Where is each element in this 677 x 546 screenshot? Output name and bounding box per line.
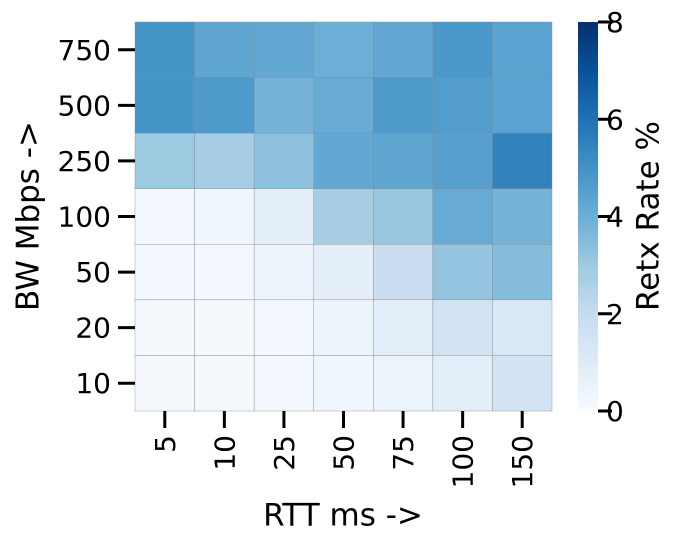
heatmap-cell (492, 299, 553, 356)
heatmap-cell (492, 21, 553, 78)
heatmap-cell (134, 132, 195, 189)
heatmap-cell (313, 355, 374, 412)
heatmap-cell (194, 77, 255, 134)
colorbar-tick-label: 4 (606, 201, 624, 234)
heatmap-cell (194, 132, 255, 189)
heatmap-cell (373, 355, 434, 412)
heatmap-cell (432, 77, 493, 134)
heatmap-cell (313, 188, 374, 245)
y-tick-label: 250 (58, 145, 111, 178)
heatmap-cell (253, 132, 314, 189)
heatmap-cell (492, 355, 553, 412)
x-tick-label: 150 (506, 435, 539, 488)
heatmap-cell (134, 188, 195, 245)
heatmap-cell (134, 77, 195, 134)
colorbar (578, 22, 598, 411)
heatmap-cell (432, 188, 493, 245)
heatmap-cell (313, 244, 374, 301)
colorbar-tick-label: 8 (606, 6, 624, 39)
x-tick-label: 25 (268, 435, 301, 471)
heatmap-cell (194, 244, 255, 301)
heatmap-cell (313, 299, 374, 356)
heatmap-cell (313, 77, 374, 134)
heatmap-cell (194, 21, 255, 78)
y-axis-title: BW Mbps -> (11, 121, 47, 311)
heatmap-cell (373, 77, 434, 134)
heatmap-cell (492, 77, 553, 134)
heatmap-cell (253, 244, 314, 301)
heatmap-cell (492, 188, 553, 245)
x-tick-label: 75 (387, 435, 420, 471)
y-tick-label: 10 (75, 367, 111, 400)
heatmap-cell (313, 21, 374, 78)
heatmap-cell (253, 77, 314, 134)
heatmap-cell (432, 355, 493, 412)
colorbar-title: Retx Rate % (631, 121, 667, 311)
y-tick-label: 20 (75, 312, 111, 345)
heatmap-cell (253, 355, 314, 412)
heatmap-cell (313, 132, 374, 189)
heatmap-cell (134, 299, 195, 356)
heatmap-cell (432, 132, 493, 189)
heatmap-cell (432, 21, 493, 78)
x-tick-label: 10 (208, 435, 241, 471)
heatmap-cell (373, 132, 434, 189)
y-tick-label: 50 (75, 256, 111, 289)
heatmap-cell (373, 244, 434, 301)
colorbar-tick-label: 2 (606, 298, 624, 331)
heatmap-cell (134, 21, 195, 78)
heatmap-cell (253, 299, 314, 356)
heatmap-cell (432, 299, 493, 356)
heatmap-cell (253, 188, 314, 245)
colorbar-tick-label: 0 (606, 395, 624, 428)
heatmap-cell (134, 244, 195, 301)
heatmap-cell (492, 244, 553, 301)
colorbar-tick-label: 6 (606, 103, 624, 136)
y-tick-label: 100 (58, 201, 111, 234)
heatmap-cell (373, 299, 434, 356)
x-tick-label: 5 (149, 435, 182, 453)
heatmap-cell (194, 355, 255, 412)
heatmap-cell (253, 21, 314, 78)
x-tick-label: 50 (328, 435, 361, 471)
y-tick-label: 500 (58, 89, 111, 122)
heatmap-cell (373, 21, 434, 78)
x-tick-label: 100 (447, 435, 480, 488)
heatmap-cell (134, 355, 195, 412)
y-tick-label: 750 (58, 34, 111, 67)
heatmap-cell (492, 132, 553, 189)
heatmap-cell (432, 244, 493, 301)
heatmap-cell (194, 299, 255, 356)
heatmap-cell (194, 188, 255, 245)
heatmap-cell (373, 188, 434, 245)
x-axis-title: RTT ms -> (263, 498, 423, 534)
